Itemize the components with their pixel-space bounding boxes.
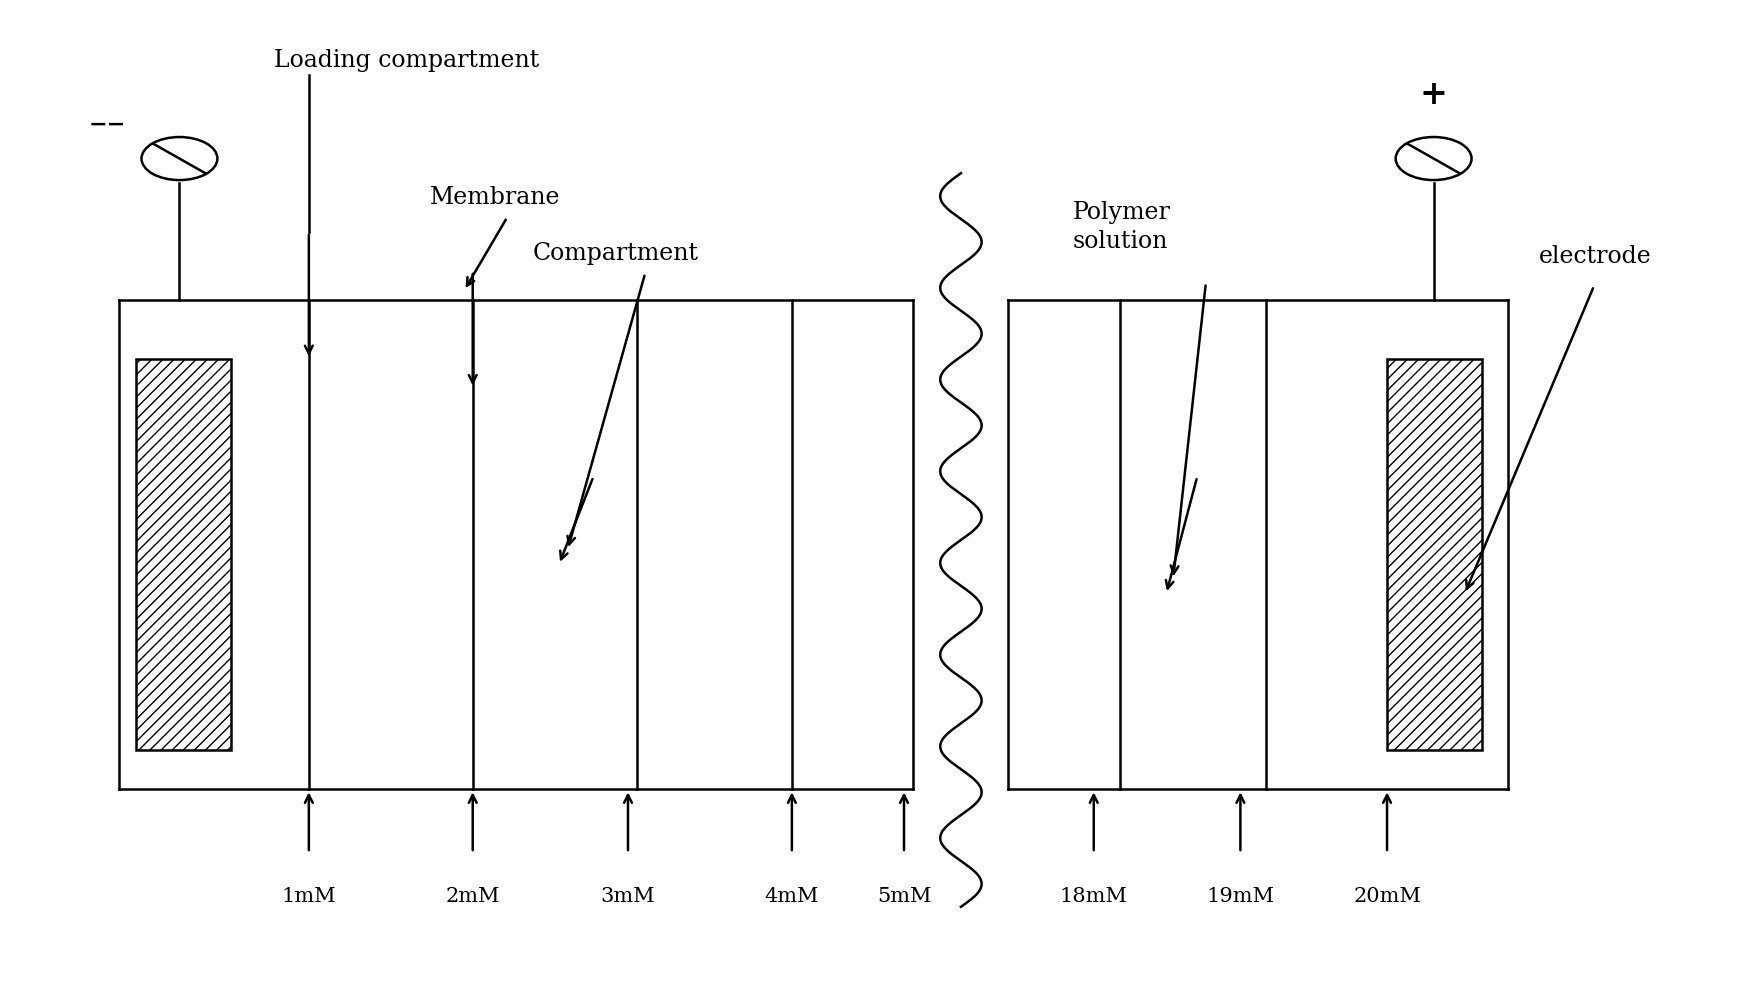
Text: Loading compartment: Loading compartment: [275, 50, 539, 72]
Text: 2mM: 2mM: [445, 887, 499, 907]
Text: 4mM: 4mM: [765, 887, 819, 907]
Text: 1mM: 1mM: [282, 887, 336, 907]
Text: 20mM: 20mM: [1353, 887, 1421, 907]
Circle shape: [1396, 137, 1471, 181]
Bar: [1388, 359, 1482, 750]
Bar: [136, 359, 231, 750]
Text: 19mM: 19mM: [1207, 887, 1275, 907]
Text: Membrane: Membrane: [430, 186, 560, 209]
Text: 18mM: 18mM: [1059, 887, 1127, 907]
Text: electrode: electrode: [1539, 245, 1652, 268]
Text: Polymer
solution: Polymer solution: [1073, 201, 1170, 253]
Text: 3mM: 3mM: [600, 887, 656, 907]
Text: 5mM: 5mM: [876, 887, 930, 907]
Text: −−: −−: [89, 113, 125, 135]
Text: +: +: [1419, 78, 1447, 111]
Text: Compartment: Compartment: [534, 242, 699, 265]
Circle shape: [141, 137, 217, 181]
